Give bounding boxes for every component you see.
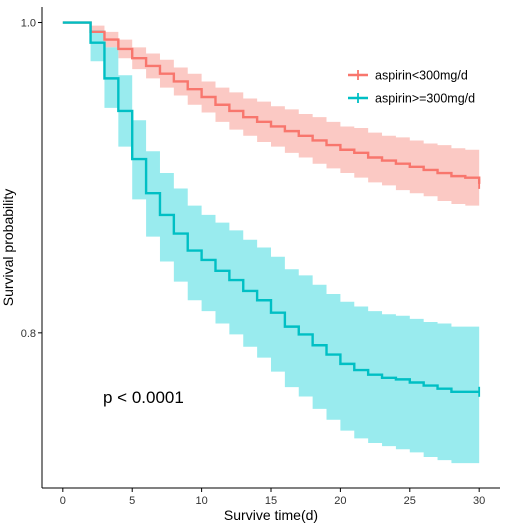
x-tick-label-6: 30 [473,495,485,507]
x-tick-label-3: 15 [265,495,277,507]
legend: aspirin<300mg/d aspirin>=300mg/d [348,69,475,106]
legend-entry-0: aspirin<300mg/d [348,69,468,83]
survival-curve-0 [62,21,481,184]
x-tick-label-1: 5 [129,495,135,507]
legend-entry-1: aspirin>=300mg/d [348,92,475,106]
confidence-bands [62,22,480,464]
survival-curve-1 [62,21,480,393]
y-tick-label-1: 1.0 [21,18,36,30]
x-tick-label-4: 20 [334,495,346,507]
legend-label-1: aspirin>=300mg/d [375,92,475,106]
x-tick-label-5: 25 [404,495,416,507]
legend-label-0: aspirin<300mg/d [375,69,468,83]
x-tick-label-0: 0 [60,495,66,507]
p-value-annotation: p < 0.0001 [103,388,184,407]
survival-curves [62,21,481,397]
x-axis-title: Survive time(d) [224,507,318,523]
confidence-band-0 [62,22,480,212]
axes: 0 5 10 15 20 25 30 0.8 1.0 [21,7,500,507]
y-axis-title: Survival probability [0,189,16,307]
y-tick-label-0: 0.8 [21,328,36,340]
x-tick-label-2: 10 [195,495,207,507]
confidence-band-1 [62,22,480,464]
